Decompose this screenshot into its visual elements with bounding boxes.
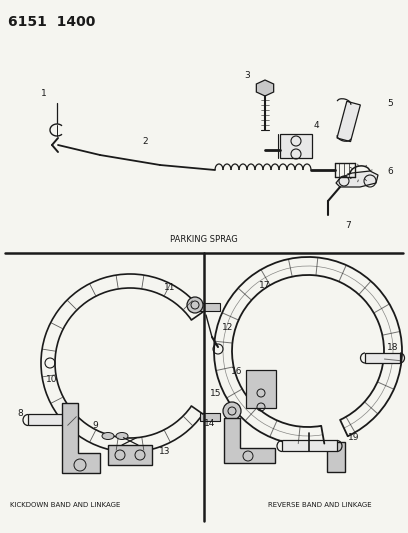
Bar — [282, 440, 337, 451]
Bar — [200, 413, 220, 421]
Bar — [28, 414, 70, 425]
Polygon shape — [224, 418, 275, 463]
Text: 11: 11 — [164, 284, 176, 293]
Text: REVERSE BAND AND LINKAGE: REVERSE BAND AND LINKAGE — [268, 502, 372, 508]
Text: 10: 10 — [46, 375, 58, 384]
Text: PARKING SPRAG: PARKING SPRAG — [170, 236, 238, 245]
Text: KICKDOWN BAND AND LINKAGE: KICKDOWN BAND AND LINKAGE — [10, 502, 120, 508]
Polygon shape — [62, 403, 100, 473]
Text: 19: 19 — [348, 432, 360, 441]
Bar — [246, 370, 276, 408]
Text: 17: 17 — [259, 280, 271, 289]
Ellipse shape — [116, 432, 128, 440]
Bar — [365, 353, 400, 363]
Polygon shape — [256, 80, 274, 96]
Bar — [108, 445, 152, 465]
Text: 9: 9 — [92, 422, 98, 431]
Text: 4: 4 — [313, 120, 319, 130]
Circle shape — [223, 402, 241, 420]
Ellipse shape — [102, 432, 114, 440]
Text: 3: 3 — [244, 71, 250, 80]
Bar — [200, 303, 220, 311]
Circle shape — [187, 297, 203, 313]
Bar — [337, 101, 360, 142]
Text: 2: 2 — [142, 136, 148, 146]
Text: 5: 5 — [387, 99, 393, 108]
Text: 14: 14 — [204, 418, 216, 427]
Bar — [327, 442, 345, 472]
Bar — [280, 134, 312, 158]
Text: 12: 12 — [222, 324, 234, 333]
Text: 16: 16 — [231, 367, 243, 376]
Text: 6: 6 — [387, 166, 393, 175]
Text: 1: 1 — [41, 88, 47, 98]
Polygon shape — [336, 171, 378, 187]
Text: 18: 18 — [387, 343, 399, 351]
Text: 8: 8 — [17, 408, 23, 417]
Text: 13: 13 — [159, 447, 171, 456]
Text: 6151  1400: 6151 1400 — [8, 15, 95, 29]
Text: 7: 7 — [345, 221, 351, 230]
Text: 15: 15 — [210, 389, 222, 398]
